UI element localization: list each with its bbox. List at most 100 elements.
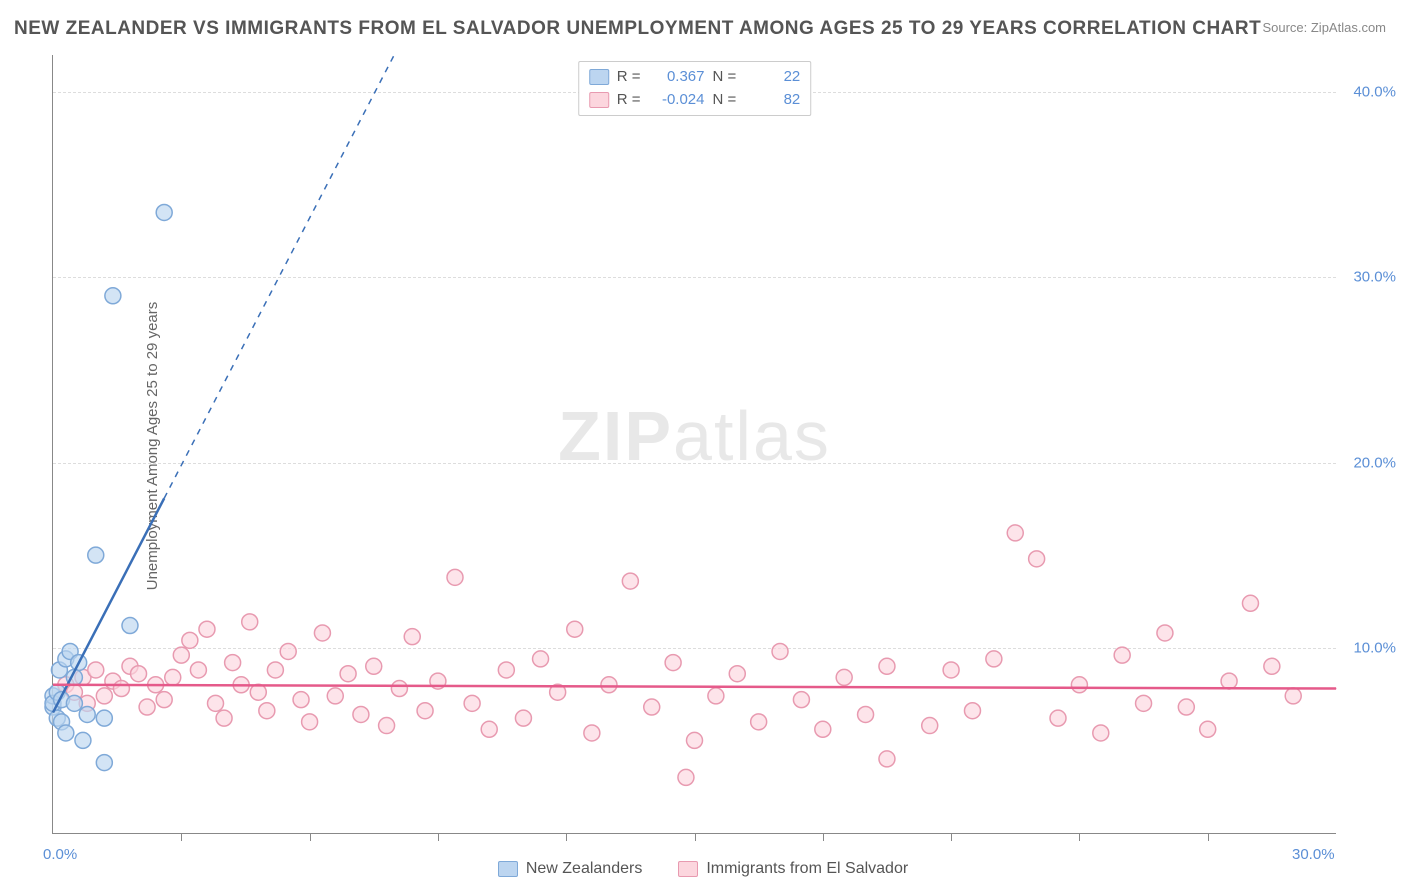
legend-item-nz: New Zealanders [498,860,643,878]
scatter-point [302,714,318,730]
scatter-point [815,721,831,737]
scatter-point [678,769,694,785]
scatter-point [105,288,121,304]
scatter-point [88,662,104,678]
scatter-point [173,647,189,663]
scatter-point [879,751,895,767]
scatter-point [1136,695,1152,711]
legend-swatch-nz [498,861,518,877]
scatter-point [1114,647,1130,663]
legend-swatch-es [678,861,698,877]
legend-swatch-nz [589,69,609,85]
scatter-point [366,658,382,674]
scatter-point [1071,677,1087,693]
scatter-point [139,699,155,715]
scatter-point [88,547,104,563]
scatter-point [665,655,681,671]
scatter-point [113,681,129,697]
scatter-point [1093,725,1109,741]
scatter-point [644,699,660,715]
legend-swatch-es [589,92,609,108]
x-tick-mark [695,833,696,841]
scatter-point [922,718,938,734]
x-tick-mark [951,833,952,841]
scatter-point [1178,699,1194,715]
scatter-point [533,651,549,667]
correlation-legend-row: R = -0.024 N = 82 [589,89,801,112]
correlation-legend-row: R = 0.367 N = 22 [589,66,801,89]
scatter-point [1050,710,1066,726]
n-label: N = [713,89,737,112]
scatter-point [751,714,767,730]
legend-label-es: Immigrants from El Salvador [706,860,908,878]
chart-title: NEW ZEALANDER VS IMMIGRANTS FROM EL SALV… [14,18,1261,40]
n-value-es: 82 [744,89,800,112]
x-tick-mark [1208,833,1209,841]
scatter-point [353,706,369,722]
scatter-point [293,692,309,708]
scatter-point [96,755,112,771]
scatter-point [156,204,172,220]
scatter-point [66,695,82,711]
scatter-point [156,692,172,708]
scatter-point [314,625,330,641]
legend-item-es: Immigrants from El Salvador [678,860,908,878]
scatter-point [327,688,343,704]
series-legend: New Zealanders Immigrants from El Salvad… [0,860,1406,878]
scatter-point [391,681,407,697]
scatter-point [404,629,420,645]
x-tick-mark [823,833,824,841]
scatter-point [498,662,514,678]
scatter-point [1200,721,1216,737]
trend-line-dashed [164,55,394,498]
scatter-point [182,632,198,648]
scatter-point [964,703,980,719]
x-tick-mark [310,833,311,841]
scatter-point [1285,688,1301,704]
scatter-point [259,703,275,719]
scatter-point [1242,595,1258,611]
scatter-point [879,658,895,674]
scatter-point [584,725,600,741]
scatter-point [122,618,138,634]
x-tick-mark [181,833,182,841]
scatter-point [836,669,852,685]
scatter-plot [53,55,1336,833]
scatter-point [1264,658,1280,674]
r-label: R = [617,66,641,89]
scatter-point [601,677,617,693]
scatter-point [75,732,91,748]
x-tick-mark [438,833,439,841]
scatter-point [1221,673,1237,689]
scatter-point [687,732,703,748]
source-label: Source: ZipAtlas.com [1262,20,1386,35]
scatter-point [190,662,206,678]
scatter-point [793,692,809,708]
scatter-point [943,662,959,678]
scatter-point [417,703,433,719]
scatter-point [131,666,147,682]
legend-label-nz: New Zealanders [526,860,643,878]
y-tick-label: 30.0% [1353,269,1396,286]
scatter-point [481,721,497,737]
plot-area: ZIPatlas R = 0.367 N = 22 R = -0.024 N =… [52,55,1336,834]
scatter-point [96,710,112,726]
r-value-nz: 0.367 [649,66,705,89]
scatter-point [58,725,74,741]
y-tick-label: 20.0% [1353,454,1396,471]
r-value-es: -0.024 [649,89,705,112]
x-tick-mark [1079,833,1080,841]
scatter-point [165,669,181,685]
x-tick-mark [566,833,567,841]
scatter-point [1157,625,1173,641]
scatter-point [515,710,531,726]
scatter-point [772,643,788,659]
n-label: N = [713,66,737,89]
n-value-nz: 22 [744,66,800,89]
scatter-point [447,569,463,585]
scatter-point [96,688,112,704]
scatter-point [199,621,215,637]
scatter-point [242,614,258,630]
scatter-point [986,651,1002,667]
scatter-point [858,706,874,722]
